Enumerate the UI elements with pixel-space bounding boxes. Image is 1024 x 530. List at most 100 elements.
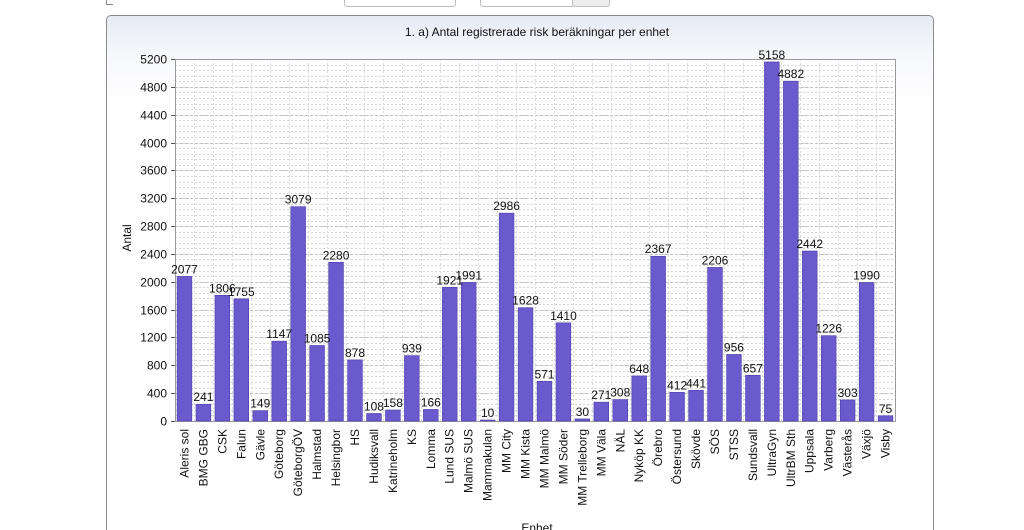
y-tick-label: 2800: [140, 220, 167, 234]
value-label: 571: [534, 367, 554, 381]
category-label: KS: [405, 429, 419, 445]
category-label: Uppsala: [803, 429, 817, 473]
category-labels: Aleris sol BMG GBG CSK Falun Gävle Göteborg Gö…: [177, 429, 892, 506]
category-label: Gävle: [253, 429, 267, 461]
bar: [271, 340, 287, 422]
bar: [366, 413, 382, 422]
category-label: Mammakulan: [481, 429, 495, 501]
value-label: 1921: [436, 273, 463, 287]
value-label: 1755: [228, 285, 255, 299]
bar: [802, 250, 818, 422]
x-axis-title: Enhet: [521, 521, 553, 530]
bar: [214, 294, 231, 422]
bar: [612, 399, 628, 422]
filter-field-1[interactable]: [344, 0, 456, 7]
bar: [688, 389, 704, 422]
category-label: Aleris sol: [177, 429, 191, 478]
filter-button[interactable]: [572, 0, 610, 7]
value-label: 939: [402, 342, 422, 356]
bar: [839, 399, 856, 422]
category-label: HS: [348, 429, 362, 446]
value-label: 412: [667, 378, 687, 392]
bar: [877, 415, 894, 422]
y-tick-label: 2000: [140, 276, 167, 290]
bar: [423, 409, 439, 422]
bar: [517, 307, 534, 422]
category-label: GöteborgÖV: [291, 429, 305, 496]
y-tick-label: 5200: [140, 53, 167, 67]
toolbar-fragment: [0, 0, 1024, 8]
value-label: 2280: [323, 248, 350, 262]
value-label: 657: [743, 361, 763, 375]
category-label: BMG GBG: [196, 429, 210, 486]
y-tick-label: 3200: [140, 192, 167, 206]
bar: [764, 61, 780, 422]
bar: [176, 276, 193, 422]
value-label: 2367: [645, 242, 672, 256]
category-label: Halmstad: [310, 429, 324, 480]
value-label: 271: [591, 388, 611, 402]
value-label: 1628: [512, 294, 539, 308]
bar: [669, 392, 685, 422]
bar: [290, 206, 306, 422]
category-label: CSK: [215, 429, 229, 454]
value-label: 3079: [285, 193, 312, 207]
plot-border: [175, 59, 896, 422]
bar: [498, 212, 515, 422]
category-label: Malmö SUS: [462, 429, 476, 493]
bar: [385, 409, 401, 422]
category-label: Varberg: [822, 429, 836, 471]
bar: [783, 80, 799, 422]
value-label: 166: [421, 395, 441, 409]
bar: [347, 359, 363, 422]
y-tick-label: 4800: [140, 81, 167, 95]
category-label: Sundsvall: [746, 429, 760, 481]
value-label: 2206: [702, 253, 729, 267]
y-tick-label: 4400: [140, 109, 167, 123]
bar: [328, 261, 344, 422]
y-tick-label: 1200: [140, 331, 167, 345]
chart-title: 1. a) Antal registrerade risk beräkninga…: [405, 25, 670, 39]
category-label: MM Kista: [519, 429, 533, 479]
bar: [574, 418, 591, 422]
category-label: MM Malmö: [537, 429, 551, 489]
value-label: 1990: [853, 268, 880, 282]
value-label: 303: [838, 386, 858, 400]
y-axis-title: Antal: [120, 224, 134, 251]
bar: [309, 345, 325, 422]
category-label: Västerås: [841, 429, 855, 476]
bar: [404, 355, 420, 422]
value-label: 108: [364, 399, 384, 413]
bar: [707, 267, 723, 422]
category-label: UltraGyn: [765, 429, 779, 476]
bar: [858, 282, 875, 422]
value-label: 441: [686, 376, 706, 390]
value-label: 878: [345, 346, 365, 360]
bar: [195, 403, 212, 422]
value-label: 308: [610, 386, 630, 400]
value-label: 2442: [796, 237, 823, 251]
category-label: Falun: [234, 429, 248, 459]
bar: [536, 380, 553, 422]
category-label: Göteborg: [272, 429, 286, 479]
value-label: 75: [879, 402, 893, 416]
category-label: NÄL: [613, 429, 627, 453]
y-tick-label: 800: [147, 359, 167, 373]
bar: [745, 374, 761, 422]
y-tick-label: 0: [160, 415, 167, 429]
value-label: 2986: [493, 199, 520, 213]
value-label: 648: [629, 362, 649, 376]
bar: [631, 375, 647, 422]
category-label: Visby: [879, 429, 893, 458]
value-label: 30: [576, 405, 590, 419]
category-label: Växjö: [860, 429, 874, 459]
bar: [252, 410, 268, 422]
category-label: Östersund: [670, 429, 684, 484]
value-label: 149: [250, 397, 270, 411]
category-label: SÖS: [708, 429, 722, 454]
bar: [555, 322, 572, 422]
category-label: Lomma: [424, 429, 438, 469]
value-label: 1806: [209, 281, 236, 295]
bar: [650, 255, 666, 422]
